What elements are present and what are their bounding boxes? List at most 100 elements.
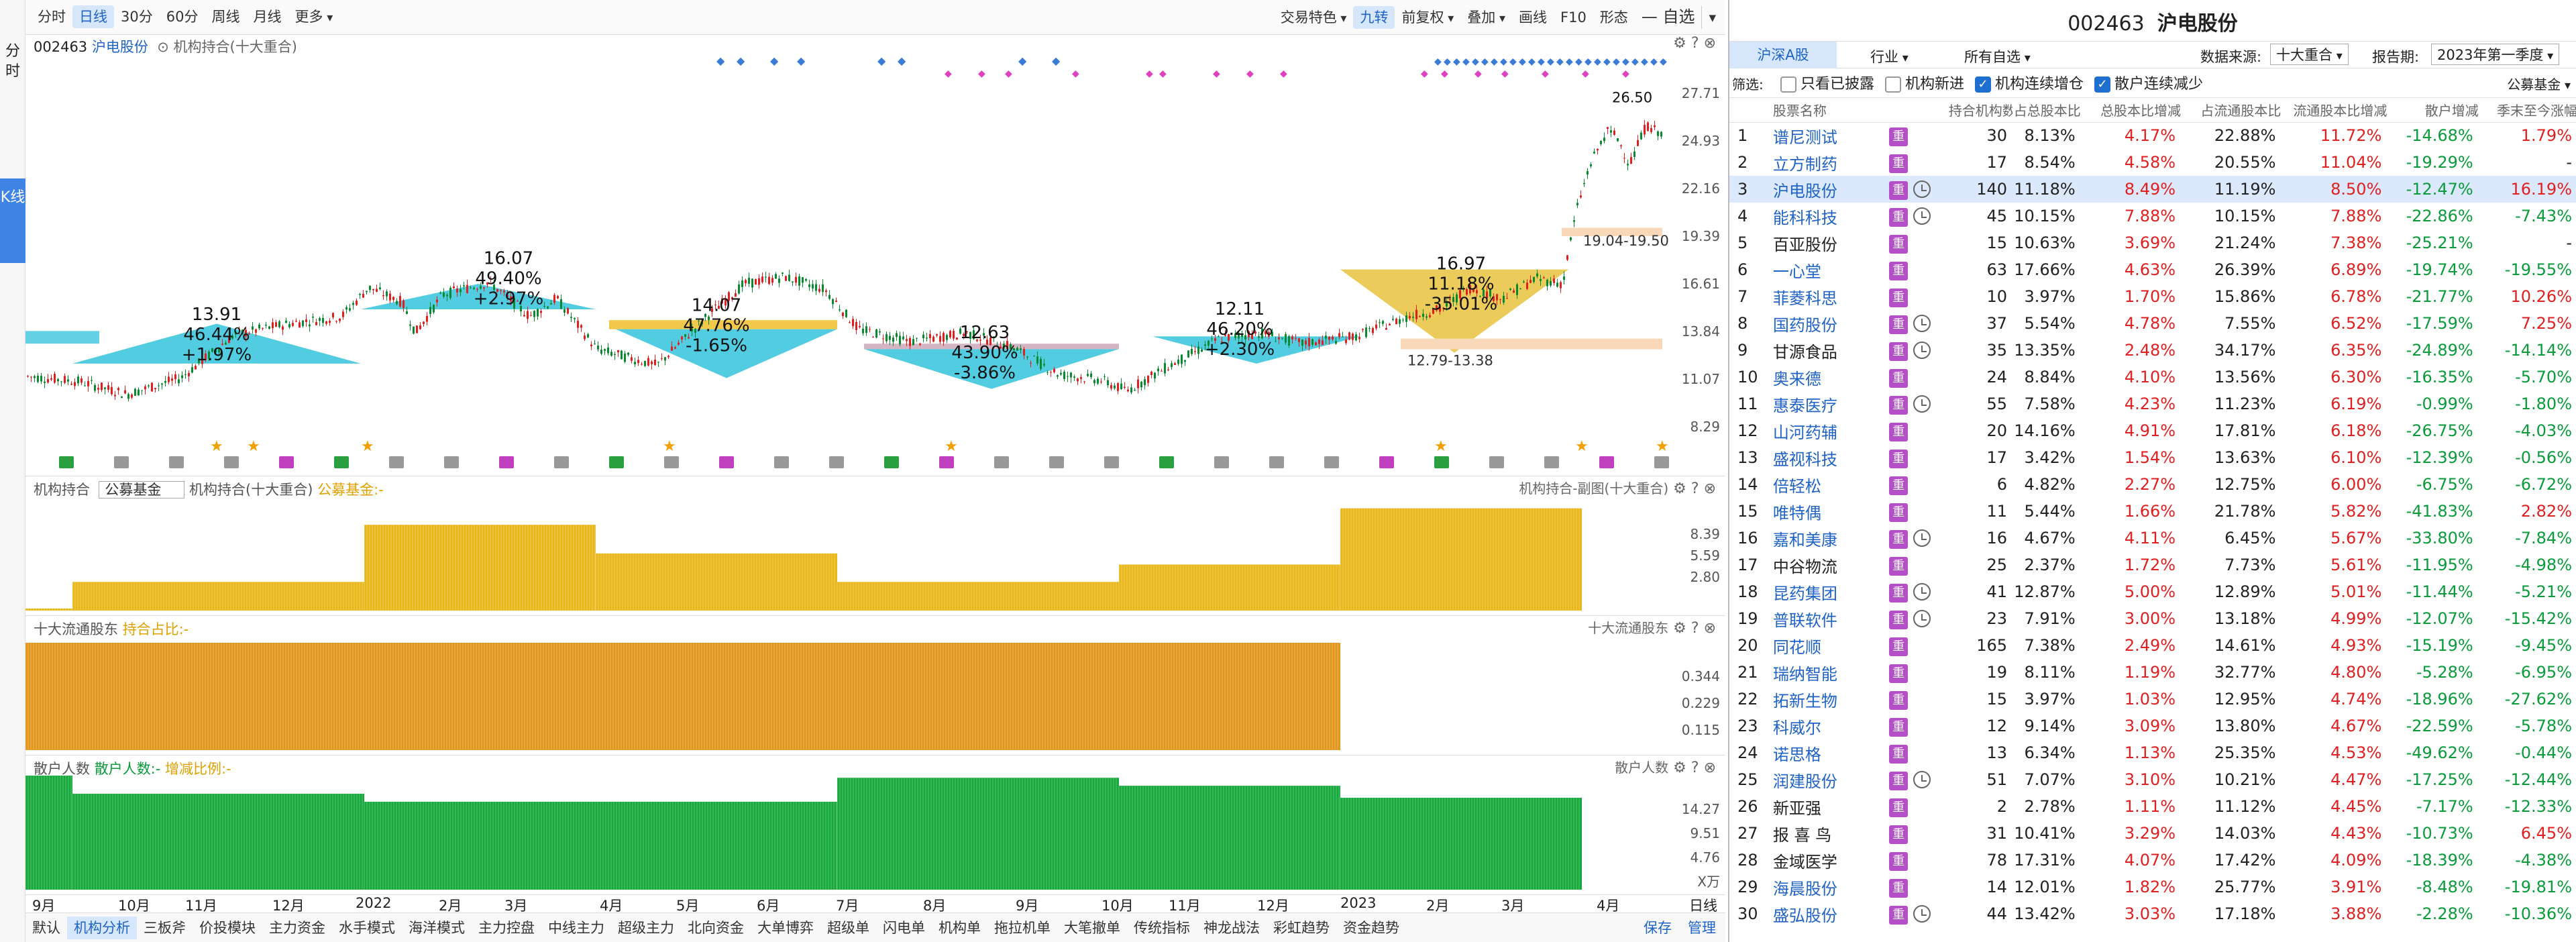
table-row[interactable]: 7 菲菱科思 重 10 3.97% 1.70% 15.86% 6.78% -21.77% 10.2… [1729,283,2576,310]
tab-intraday[interactable]: 分时 [5,43,20,80]
stock-name-link[interactable]: 倍轻松 [1772,476,1821,496]
stock-name-link[interactable]: 奥来德 [1772,369,1821,388]
help-icon[interactable]: ? [1690,35,1699,52]
period-intraday[interactable]: 分时 [38,9,66,25]
stock-name-link[interactable]: 唯特偶 [1772,503,1821,523]
stock-name-link[interactable]: 惠泰医疗 [1772,396,1837,415]
stock-name-link[interactable]: 金域医学 [1772,852,1837,872]
clock-icon[interactable] [1913,770,1931,788]
focus-tag[interactable]: 重 [1889,905,1909,925]
focus-tag[interactable]: 重 [1889,771,1909,790]
stock-name-link[interactable]: 立方制药 [1772,154,1837,174]
stock-name-link[interactable]: 一心堂 [1772,262,1821,281]
indicator-tab[interactable]: 大单博弈 [757,920,814,936]
table-row[interactable]: 25 润建股份 重 51 7.07% 3.10% 10.21% 4.47% -17.25% -12… [1729,766,2576,793]
stock-name-link[interactable]: 瑞纳智能 [1772,664,1837,684]
focus-tag[interactable]: 重 [1889,368,1909,388]
stock-name-link[interactable]: 盛视科技 [1772,450,1837,469]
overlay-button[interactable]: 叠加 [1460,6,1512,29]
f10-button[interactable]: F10 [1560,9,1587,25]
col-since-qe[interactable]: 季末至今涨幅 [2478,98,2576,123]
table-row[interactable]: 10 奥来德 重 24 8.84% 4.10% 13.56% 6.30% -16.35% -5.7… [1729,364,2576,390]
stock-name-link[interactable]: 拓新生物 [1772,691,1837,711]
focus-tag[interactable]: 重 [1889,798,1909,817]
checkbox-icon[interactable]: ✓ [1975,76,1992,93]
col-float-chg[interactable]: 流通股本比增减 [2281,98,2387,123]
watchlist-button[interactable]: — 自选 [1641,7,1695,26]
focus-tag[interactable]: 重 [1889,449,1909,468]
close-icon[interactable]: ⊗ [1703,760,1716,776]
col-index[interactable] [1729,98,1773,123]
checkbox-icon[interactable] [1885,76,1902,93]
nine-turn-button[interactable]: 九转 [1353,6,1395,29]
table-row[interactable]: 22 拓新生物 重 15 3.97% 1.03% 12.95% 4.74% -18.96% -27… [1729,686,2576,713]
draw-button[interactable]: 画线 [1519,9,1547,25]
table-row[interactable]: 4 能科科技 重 45 10.15% 7.88% 10.15% 7.88% -22.86% -7.… [1729,203,2576,229]
table-row[interactable]: 14 倍轻松 重 6 4.82% 2.27% 12.75% 6.00% -6.75% -6.72% [1729,471,2576,498]
col-tag[interactable] [1889,98,1949,123]
focus-tag[interactable]: 重 [1889,207,1909,227]
gear-icon[interactable]: ⚙ [1673,620,1686,637]
stock-name-link[interactable]: 盛弘股份 [1772,906,1837,925]
table-row[interactable]: 23 科威尔 重 12 9.14% 3.09% 13.80% 4.67% -22.59% -5.7… [1729,713,2576,739]
stock-name-link[interactable]: 中谷物流 [1772,557,1837,576]
clock-icon[interactable] [1913,314,1931,332]
clock-icon[interactable] [1913,529,1931,547]
focus-tag[interactable]: 重 [1889,583,1909,603]
stock-name-link[interactable]: 甘源食品 [1772,342,1837,362]
indicator-tab[interactable]: 北向资金 [688,920,744,936]
table-row[interactable]: 3 沪电股份重 140 11.18% 8.49% 11.19% 8.50% -12.47% 16… [1729,176,2576,203]
table-row[interactable]: 26 新亚强 重 2 2.78% 1.11% 11.12% 4.45% -7.17% -12.33… [1729,793,2576,820]
focus-tag[interactable]: 重 [1889,664,1909,683]
clock-icon[interactable] [1913,341,1931,359]
chevron-down-icon[interactable]: ▾ [1701,6,1723,29]
focus-tag[interactable]: 重 [1889,878,1909,898]
stock-name-link[interactable]: 同花顺 [1772,637,1821,657]
focus-tag[interactable]: 重 [1889,422,1909,441]
checkbox-icon[interactable] [1780,76,1796,93]
stock-name-link[interactable]: 谱尼测试 [1772,127,1837,147]
tab-kline[interactable]: K线 [0,178,25,263]
stock-name-link[interactable]: 能科科技 [1772,208,1837,227]
focus-tag[interactable]: 重 [1889,556,1909,576]
clock-icon[interactable] [1913,180,1931,198]
indicator-tab[interactable]: 传统指标 [1134,920,1190,936]
period-more[interactable]: 更多 [288,5,339,28]
stock-name-link[interactable]: 山河药辅 [1772,423,1837,442]
indicator-tab[interactable]: 资金趋势 [1343,920,1399,936]
col-float[interactable]: 占流通股本比 [2181,98,2282,123]
stock-name-link[interactable]: 润建股份 [1772,772,1837,791]
col-name[interactable]: 股票名称 [1772,98,1890,123]
indicator-tab[interactable]: 价投模块 [199,920,256,936]
tab-watchlist[interactable]: 所有自选 [1964,46,2031,66]
focus-tag[interactable]: 重 [1889,261,1909,280]
table-row[interactable]: 13 盛视科技 重 17 3.42% 1.54% 13.63% 6.10% -12.39% -0.… [1729,444,2576,471]
stock-name-link[interactable]: 科威尔 [1772,718,1821,737]
indicator-tab[interactable]: 闪电单 [883,920,925,936]
stock-name-link[interactable]: 嘉和美康 [1772,530,1837,550]
period-monthly[interactable]: 月线 [253,9,282,25]
focus-tag[interactable]: 重 [1889,127,1909,146]
indicator-tab[interactable]: 海洋模式 [409,920,465,936]
focus-tag[interactable]: 重 [1889,288,1909,307]
indicator-tab[interactable]: 中线主力 [548,920,604,936]
indicator-name[interactable]: 机构持合(十大重合) [173,39,297,55]
indicator-tab[interactable]: 默认 [32,920,60,936]
gear-icon[interactable]: ⚙ [1673,760,1686,776]
period-select[interactable]: 2023年第一季度 [2431,44,2560,65]
period-30m[interactable]: 30分 [121,9,153,25]
adjust-button[interactable]: 前复权 [1395,6,1460,29]
stock-name-link[interactable]: 百亚股份 [1772,235,1837,254]
focus-tag[interactable]: 重 [1889,610,1909,629]
table-row[interactable]: 15 唯特偶 重 11 5.44% 1.66% 21.78% 5.82% -41.83% 2.82… [1729,498,2576,525]
stock-name-link[interactable]: 菲菱科思 [1772,289,1837,308]
close-icon[interactable]: ⊗ [1703,35,1716,52]
indicator-tab[interactable]: 三板斧 [144,920,186,936]
help-icon[interactable]: ? [1690,760,1699,776]
trade-feature-button[interactable]: 交易特色 [1274,6,1354,29]
stock-name-link[interactable]: 沪电股份 [1772,176,1890,203]
indicator-tab[interactable]: 神龙战法 [1203,920,1260,936]
focus-tag[interactable]: 重 [1889,851,1909,871]
period-60m[interactable]: 60分 [166,9,199,25]
pattern-button[interactable]: 形态 [1599,9,1628,25]
